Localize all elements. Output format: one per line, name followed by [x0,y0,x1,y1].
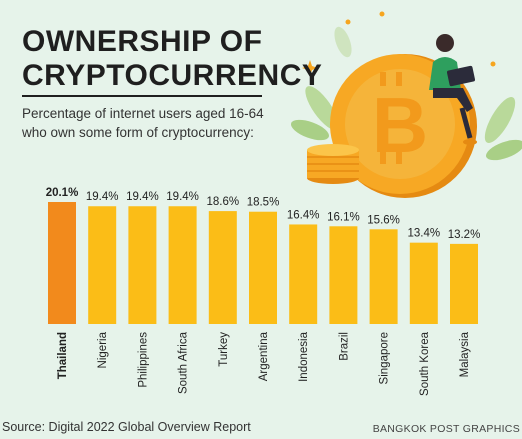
category-label: Malaysia [459,331,471,377]
person-with-laptop-icon [429,34,477,145]
value-label: 15.6% [367,214,400,226]
bar-thailand [48,202,76,324]
value-label: 19.4% [86,191,119,203]
title-divider [22,95,262,97]
chart-title-line-1: OWNERSHIP OF [22,25,263,58]
value-label: 18.6% [206,196,239,208]
chart-subtitle: Percentage of internet users aged 16-64 … [22,106,264,140]
category-label: Brazil [338,332,350,361]
value-label: 18.5% [247,197,280,209]
graphics-credit: BANGKOK POST GRAPHICS [372,423,520,435]
value-label: 13.4% [407,228,440,240]
category-label: Turkey [218,332,230,367]
bar-singapore [369,229,398,324]
coin-stack-icon [307,144,359,184]
category-label: South Korea [419,331,431,396]
category-label: South Africa [178,331,190,394]
category-label: Thailand [57,332,69,379]
category-label: Singapore [379,332,391,384]
bar-south-korea [409,242,438,324]
value-label: 20.1% [46,187,79,199]
value-label: 16.4% [287,209,320,221]
category-label: Nigeria [97,331,109,368]
chart-title-line-2: CRYPTOCURRENCY [22,59,323,92]
value-label: 19.4% [126,191,159,203]
value-label: 19.4% [166,191,199,203]
bar-malaysia [450,243,478,324]
source-note: Source: Digital 2022 Global Overview Rep… [2,420,251,434]
value-label: 13.2% [448,229,481,241]
bar-indonesia [289,224,318,324]
bar-argentina [249,211,277,324]
bar-nigeria [88,206,117,324]
category-label: Indonesia [298,331,310,381]
bar-philippines [128,206,157,324]
category-label: Argentina [258,331,270,381]
value-label: 16.1% [327,211,360,223]
sparkle-icon [302,11,496,76]
category-label: Philippines [137,332,149,388]
bar-turkey [208,211,237,324]
bar-brazil [329,226,358,324]
bar-south-africa [168,206,197,324]
